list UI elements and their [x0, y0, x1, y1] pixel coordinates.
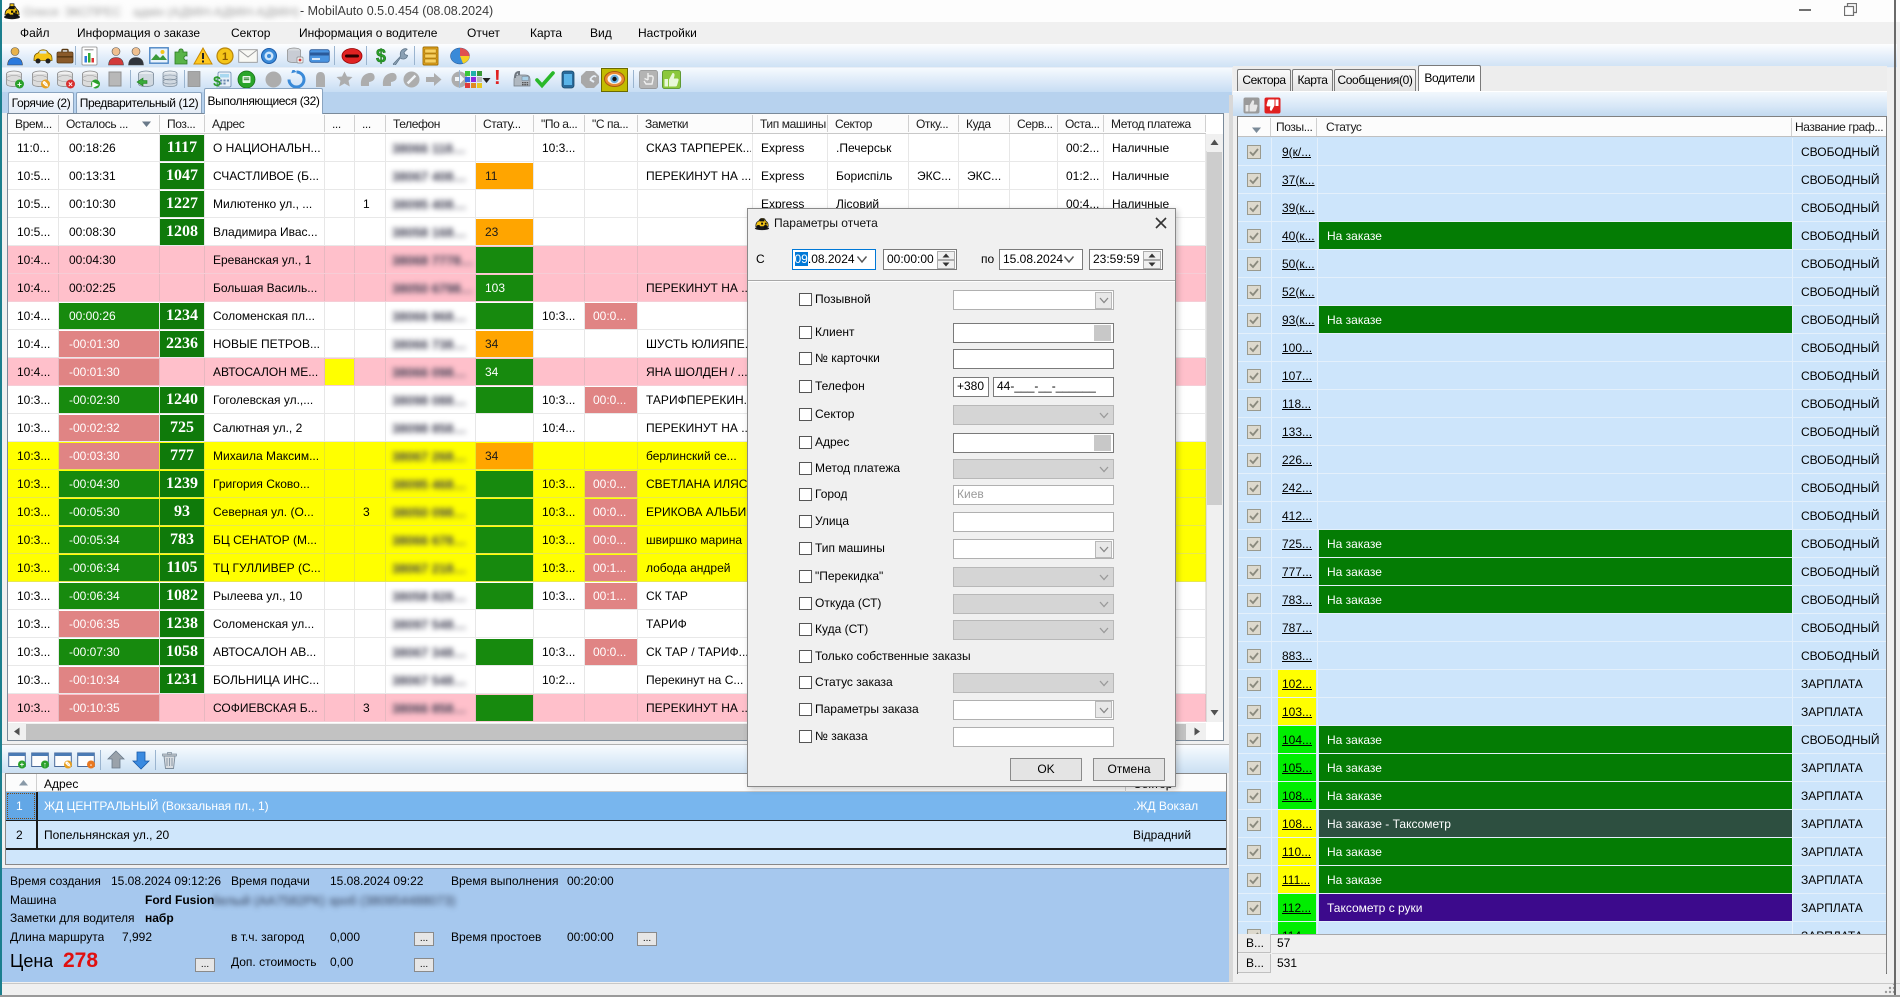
svg-text:✎: ✎ — [65, 760, 72, 769]
svg-text:+: + — [20, 760, 25, 769]
svg-text:-: - — [90, 760, 93, 769]
svg-text:$: $ — [376, 46, 386, 66]
svg-text:✎: ✎ — [42, 80, 49, 89]
svg-text:1: 1 — [222, 51, 228, 63]
svg-text:$: $ — [213, 73, 221, 89]
svg-text:↑: ↑ — [43, 760, 47, 769]
svg-text:▶: ▶ — [91, 80, 99, 89]
svg-text:+: + — [17, 80, 22, 89]
svg-text:×: × — [68, 80, 73, 89]
